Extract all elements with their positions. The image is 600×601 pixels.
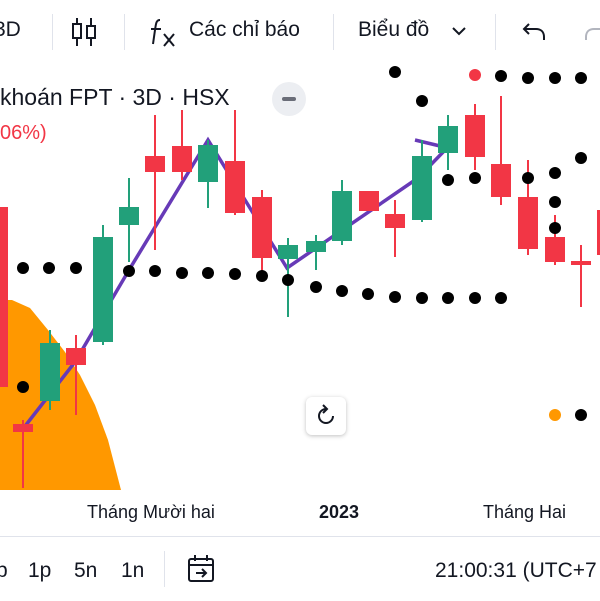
zigzag-line-segment: [414, 138, 441, 148]
time-axis-label: Tháng Hai: [483, 502, 567, 522]
symbol-legend[interactable]: khoán FPT · 3D · HSX: [0, 84, 230, 110]
toolbar-divider: [52, 14, 53, 50]
candle-down: [571, 245, 591, 307]
candle-up: [93, 225, 113, 345]
calendar-goto-icon[interactable]: [186, 553, 218, 585]
candle-down: [465, 104, 485, 170]
price-chart[interactable]: [0, 64, 600, 536]
candle-up: [438, 115, 458, 170]
redo-icon[interactable]: [582, 18, 600, 46]
indicators-button[interactable]: Các chỉ báo: [189, 18, 300, 41]
time-axis-label: Tháng Mười hai: [87, 502, 215, 522]
minus-icon: [282, 97, 296, 101]
clock-timezone[interactable]: 21:00:31 (UTC+7: [435, 559, 597, 582]
toolbar-divider: [495, 14, 496, 50]
candles-icon[interactable]: [70, 14, 98, 50]
bottom-divider: [164, 551, 165, 587]
candle-down: [172, 110, 192, 180]
candle-up: [119, 178, 139, 262]
undo-icon[interactable]: [520, 18, 548, 46]
chart-type-button[interactable]: Biểu đồ: [358, 18, 430, 41]
reset-chart-button[interactable]: [306, 397, 346, 435]
range-button[interactable]: 1n: [121, 559, 145, 582]
price-change: 06%): [0, 122, 47, 144]
candle-up: [198, 140, 218, 208]
dot-orange: [549, 409, 561, 421]
range-button[interactable]: p: [0, 559, 8, 582]
candle-up: [332, 180, 352, 245]
candle-down: [145, 115, 165, 250]
dots-row-b: [17, 66, 587, 421]
chevron-down-icon[interactable]: [450, 22, 468, 40]
range-button[interactable]: 5n: [74, 559, 98, 582]
bottom-bar: p 1p 5n 1n 21:00:31 (UTC+7: [0, 536, 600, 601]
candle-up: [306, 235, 326, 270]
candle-up: [412, 140, 432, 222]
candle-down: [0, 207, 8, 387]
candle-down: [597, 210, 600, 255]
collapse-legend-button[interactable]: [272, 82, 306, 116]
toolbar-divider: [124, 14, 125, 50]
candle-down: [359, 191, 379, 211]
candle-up: [40, 330, 60, 410]
dot-red: [469, 69, 481, 81]
candle-down: [66, 335, 86, 415]
candle-down: [13, 420, 33, 488]
reset-icon: [318, 404, 334, 424]
candle-down: [225, 110, 245, 215]
range-button[interactable]: 1p: [28, 559, 52, 582]
top-toolbar: 3D Các chỉ báo Biểu đồ: [0, 0, 600, 64]
interval-button[interactable]: 3D: [0, 18, 21, 41]
time-axis-label: 2023: [319, 502, 360, 522]
dots-row-a: [17, 262, 507, 304]
candle-down: [252, 190, 272, 272]
fx-icon[interactable]: [148, 14, 178, 50]
cloud-area: [0, 300, 121, 490]
toolbar-divider: [333, 14, 334, 50]
candle-down: [385, 200, 405, 257]
candle-down: [491, 96, 511, 205]
